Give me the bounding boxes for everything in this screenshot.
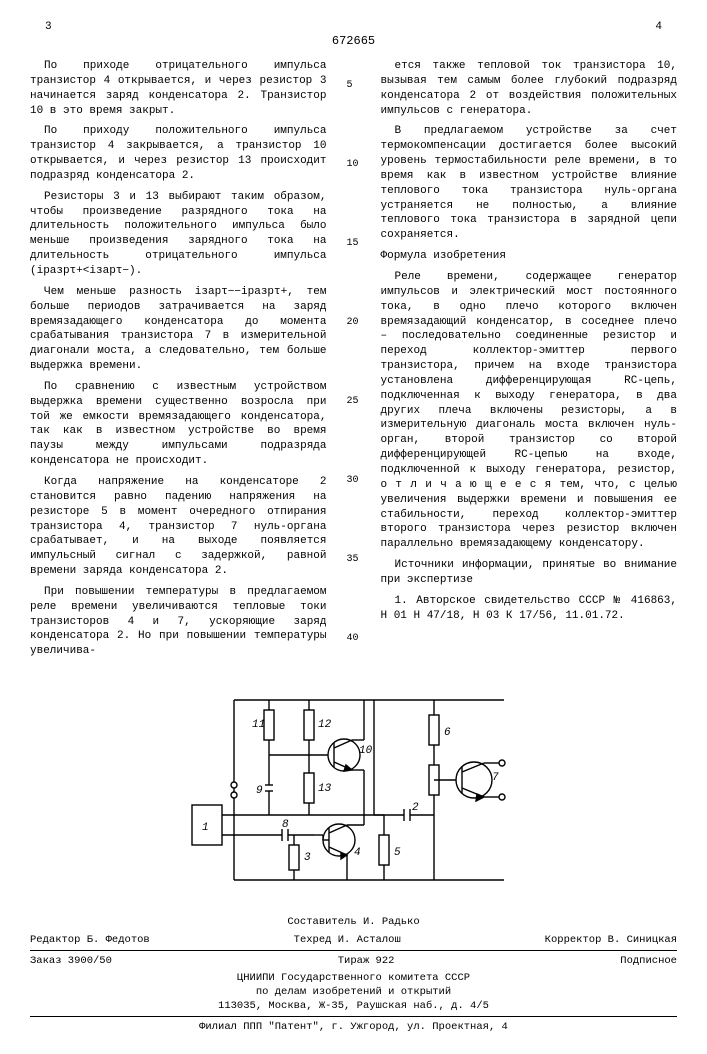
techred: Техред И. Асталош [294, 933, 401, 947]
paragraph: В предлагаемом устройстве за счет термок… [381, 124, 678, 243]
paragraph: По сравнению с известным устройством выд… [30, 380, 327, 469]
tirazh: Тираж 922 [338, 954, 395, 968]
page-number-left: 3 [45, 20, 52, 35]
paragraph: ется также тепловой ток транзистора 10, … [381, 59, 678, 118]
line-number: 35 [347, 553, 361, 567]
diagram-label: 4 [354, 847, 361, 859]
paragraph: 1. Авторское свидетельство СССР № 416863… [381, 594, 678, 624]
address-line: 113035, Москва, Ж-35, Раушская наб., д. … [30, 999, 677, 1013]
corrector: Корректор В. Синицкая [545, 933, 677, 947]
line-number-gutter: 5 10 15 20 25 30 35 40 [347, 59, 361, 665]
diagram-label: 6 [444, 727, 451, 739]
line-number: 15 [347, 237, 361, 251]
diagram-label: 3 [304, 852, 311, 864]
org-line: ЦНИИПИ Государственного комитета СССР [30, 971, 677, 985]
line-number: 30 [347, 474, 361, 488]
circuit-diagram: 1 2 3 4 5 6 7 8 9 10 11 12 13 [174, 685, 534, 895]
paragraph: По приходе отрицательного импульса транз… [30, 59, 327, 118]
org-line: по делам изобретений и открытий [30, 985, 677, 999]
diagram-label: 5 [394, 847, 401, 859]
diagram-label: 2 [412, 802, 419, 814]
right-column: ется также тепловой ток транзистора 10, … [381, 59, 678, 665]
diagram-label: 12 [318, 719, 332, 731]
diagram-label: 7 [492, 772, 499, 784]
editor: Редактор Б. Федотов [30, 933, 150, 947]
diagram-label: 9 [256, 785, 263, 797]
line-number: 40 [347, 632, 361, 646]
paragraph: Чем меньше разность iзарτ−−iразрτ+, тем … [30, 285, 327, 374]
compiler-line: Составитель И. Радько [30, 915, 677, 929]
paragraph: Когда напряжение на конденсаторе 2 стано… [30, 475, 327, 579]
diagram-label: 1 [202, 822, 209, 834]
diagram-label: 13 [318, 783, 332, 795]
formula-title: Формула изобретения [381, 249, 678, 264]
paragraph: По приходу положительного импульса транз… [30, 124, 327, 183]
line-number: 25 [347, 395, 361, 409]
diagram-label: 11 [252, 719, 265, 731]
left-column: По приходе отрицательного импульса транз… [30, 59, 327, 665]
paragraph: Реле времени, содержащее генератор импул… [381, 270, 678, 552]
footer: Составитель И. Радько Редактор Б. Федото… [30, 915, 677, 1034]
text-columns: По приходе отрицательного импульса транз… [30, 59, 677, 665]
diagram-label: 8 [282, 819, 289, 831]
page-number-right: 4 [655, 20, 662, 35]
line-number: 20 [347, 316, 361, 330]
diagram-label: 10 [359, 745, 373, 757]
line-number: 10 [347, 158, 361, 172]
paragraph: Резисторы 3 и 13 выбирают таким образом,… [30, 190, 327, 279]
document-number: 672665 [30, 33, 677, 49]
address-line: Филиал ППП "Патент", г. Ужгород, ул. Про… [30, 1020, 677, 1034]
paragraph: Источники информации, принятые во вниман… [381, 558, 678, 588]
order-number: Заказ 3900/50 [30, 954, 112, 968]
paragraph: При повышении температуры в предлагаемом… [30, 585, 327, 659]
subscription: Подписное [620, 954, 677, 968]
line-number: 5 [347, 79, 361, 93]
